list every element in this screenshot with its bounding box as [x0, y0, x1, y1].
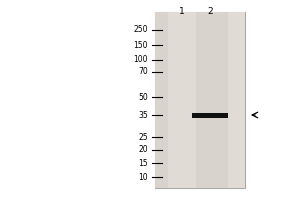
- Text: 1: 1: [179, 7, 185, 16]
- Text: 35: 35: [138, 110, 148, 119]
- Bar: [168, 12, 196, 188]
- Text: 70: 70: [138, 68, 148, 76]
- Text: 50: 50: [138, 92, 148, 102]
- Text: 250: 250: [134, 25, 148, 34]
- Text: 10: 10: [138, 172, 148, 182]
- Bar: [155, 12, 168, 188]
- Text: 100: 100: [134, 55, 148, 64]
- Text: 15: 15: [138, 158, 148, 168]
- Text: 150: 150: [134, 40, 148, 49]
- Text: 2: 2: [207, 7, 213, 16]
- Bar: [155, 12, 245, 188]
- Bar: [196, 12, 228, 188]
- Text: 25: 25: [138, 132, 148, 142]
- Bar: [228, 12, 245, 188]
- Text: 20: 20: [138, 146, 148, 154]
- Bar: [192, 112, 228, 117]
